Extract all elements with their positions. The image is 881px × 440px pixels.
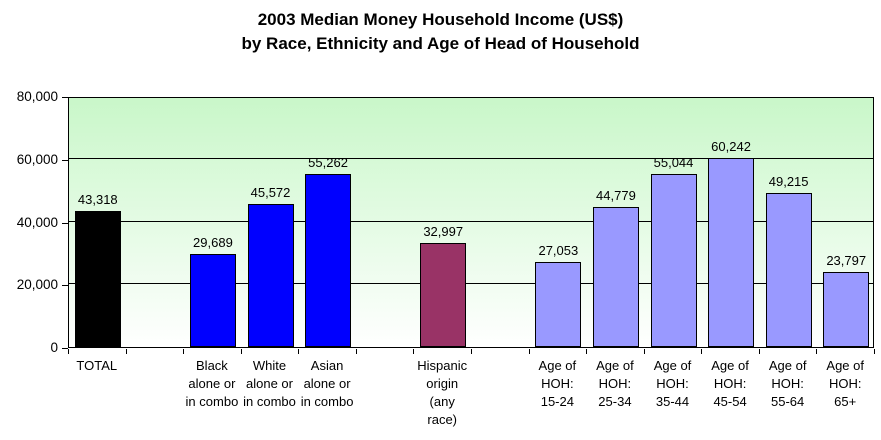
- category-label-line: in combo: [243, 394, 296, 409]
- category-label: Age of HOH: 35-44: [654, 357, 692, 411]
- x-tick: [758, 349, 760, 354]
- category-label-line: HOH:: [656, 376, 689, 391]
- gridline: [69, 157, 873, 159]
- category-label: White alone or in combo: [243, 357, 296, 411]
- y-tick-label: 80,000: [16, 89, 58, 104]
- category-label-line: Age of: [596, 358, 634, 373]
- plot-area: 43,318 29,689 45,572 55,262 32,997 27,053 44,7…: [68, 97, 874, 348]
- category-label-line: Black: [196, 358, 228, 373]
- x-tick: [816, 349, 818, 354]
- bar: [247, 204, 294, 347]
- category-label: Age of HOH: 55-64: [769, 357, 807, 411]
- bar-value-label: 27,053: [538, 243, 579, 259]
- category-label: Age of HOH: 65+: [826, 357, 864, 411]
- category-label-line: alone or: [188, 376, 236, 391]
- gridline: [69, 220, 873, 222]
- category-label-line: HOH:: [828, 376, 862, 391]
- category-label: Age of HOH: 25-34: [596, 357, 634, 411]
- category-label-line: White: [252, 358, 287, 373]
- category-label-line: 15-24: [540, 394, 574, 409]
- category-label-line: alone or: [303, 376, 351, 391]
- bar-value-label: 23,797: [826, 253, 867, 269]
- category-label-line: 55-64: [771, 394, 805, 409]
- x-tick: [874, 349, 875, 354]
- bar-value-label: 49,215: [768, 173, 809, 189]
- category-label: TOTAL: [76, 357, 117, 375]
- category-label: Age of HOH: 15-24: [539, 357, 577, 411]
- bar: [765, 192, 812, 347]
- chart-title-line-2: by Race, Ethnicity and Age of Head of Ho…: [241, 34, 640, 53]
- chart-title-line-1: 2003 Median Money Household Income (US$): [257, 10, 624, 29]
- category-label-line: alone or: [246, 376, 293, 391]
- y-tick: [62, 348, 68, 349]
- category-label: Hispanic origin (any race): [417, 357, 467, 429]
- x-tick: [125, 349, 127, 354]
- category-label-line: (any: [429, 394, 455, 409]
- bar: [650, 174, 697, 347]
- bar-value-label: 60,242: [711, 139, 751, 154]
- x-tick: [298, 349, 300, 354]
- gridline: [69, 283, 873, 285]
- category-label-line: HOH:: [771, 376, 804, 391]
- category-label-line: in combo: [185, 394, 239, 409]
- category-label-line: Age of: [711, 358, 749, 373]
- bar: [708, 158, 755, 347]
- bar-value-label: 44,779: [596, 187, 636, 203]
- x-tick: [413, 349, 415, 354]
- category-label-line: HOH:: [713, 376, 747, 391]
- bar-value-label: 55,044: [653, 155, 694, 171]
- category-label: Age of HOH: 45-54: [711, 357, 749, 411]
- x-tick: [643, 349, 645, 354]
- bar-value-label: 55,262: [308, 154, 348, 170]
- category-label-line: origin: [426, 376, 459, 391]
- x-tick: [240, 349, 242, 354]
- y-tick: [62, 97, 68, 98]
- category-label-line: race): [427, 412, 458, 427]
- x-tick: [471, 349, 472, 354]
- category-label-line: 65+: [834, 394, 857, 409]
- category-label-line: Age of: [826, 358, 864, 373]
- chart-title: 2003 Median Money Household Income (US$)…: [0, 8, 881, 56]
- bar: [74, 211, 121, 347]
- category-label-line: HOH:: [598, 376, 632, 391]
- x-tick: [355, 349, 357, 354]
- bar: [420, 243, 467, 347]
- bar: [592, 206, 639, 347]
- category-label-line: Age of: [768, 358, 807, 373]
- bar-value-label: 32,997: [423, 224, 464, 240]
- category-label-line: 25-34: [598, 394, 632, 409]
- y-tick: [62, 159, 68, 161]
- y-tick: [62, 222, 68, 224]
- category-label-line: TOTAL: [76, 358, 118, 373]
- bar-value-label: 43,318: [77, 192, 118, 208]
- x-tick: [183, 349, 185, 354]
- x-tick: [68, 349, 69, 354]
- bar-value-label: 45,572: [250, 185, 291, 201]
- y-tick-label: 40,000: [16, 214, 58, 230]
- category-label-line: 35-44: [655, 394, 690, 409]
- bar: [305, 173, 352, 347]
- bar: [189, 253, 236, 347]
- category-label-line: Age of: [538, 358, 577, 373]
- y-tick-label: 60,000: [16, 151, 58, 167]
- bar: [535, 262, 582, 347]
- x-tick: [701, 349, 703, 354]
- category-label-line: HOH:: [541, 376, 574, 391]
- category-label-line: Age of: [653, 358, 692, 373]
- y-tick-label: 0: [50, 340, 58, 355]
- category-label-line: in combo: [300, 394, 354, 409]
- y-tick-label: 20,000: [16, 277, 58, 293]
- category-label-line: Asian: [310, 358, 344, 373]
- category-label-line: 45-54: [713, 394, 747, 409]
- category-label: Asian alone or in combo: [301, 357, 354, 411]
- bar: [823, 272, 870, 347]
- bar-value-label: 29,689: [193, 234, 233, 250]
- category-label-line: Hispanic: [417, 358, 468, 373]
- category-label: Black alone or in combo: [186, 357, 239, 411]
- x-tick: [528, 349, 530, 354]
- x-tick: [586, 349, 588, 354]
- y-tick: [62, 285, 68, 287]
